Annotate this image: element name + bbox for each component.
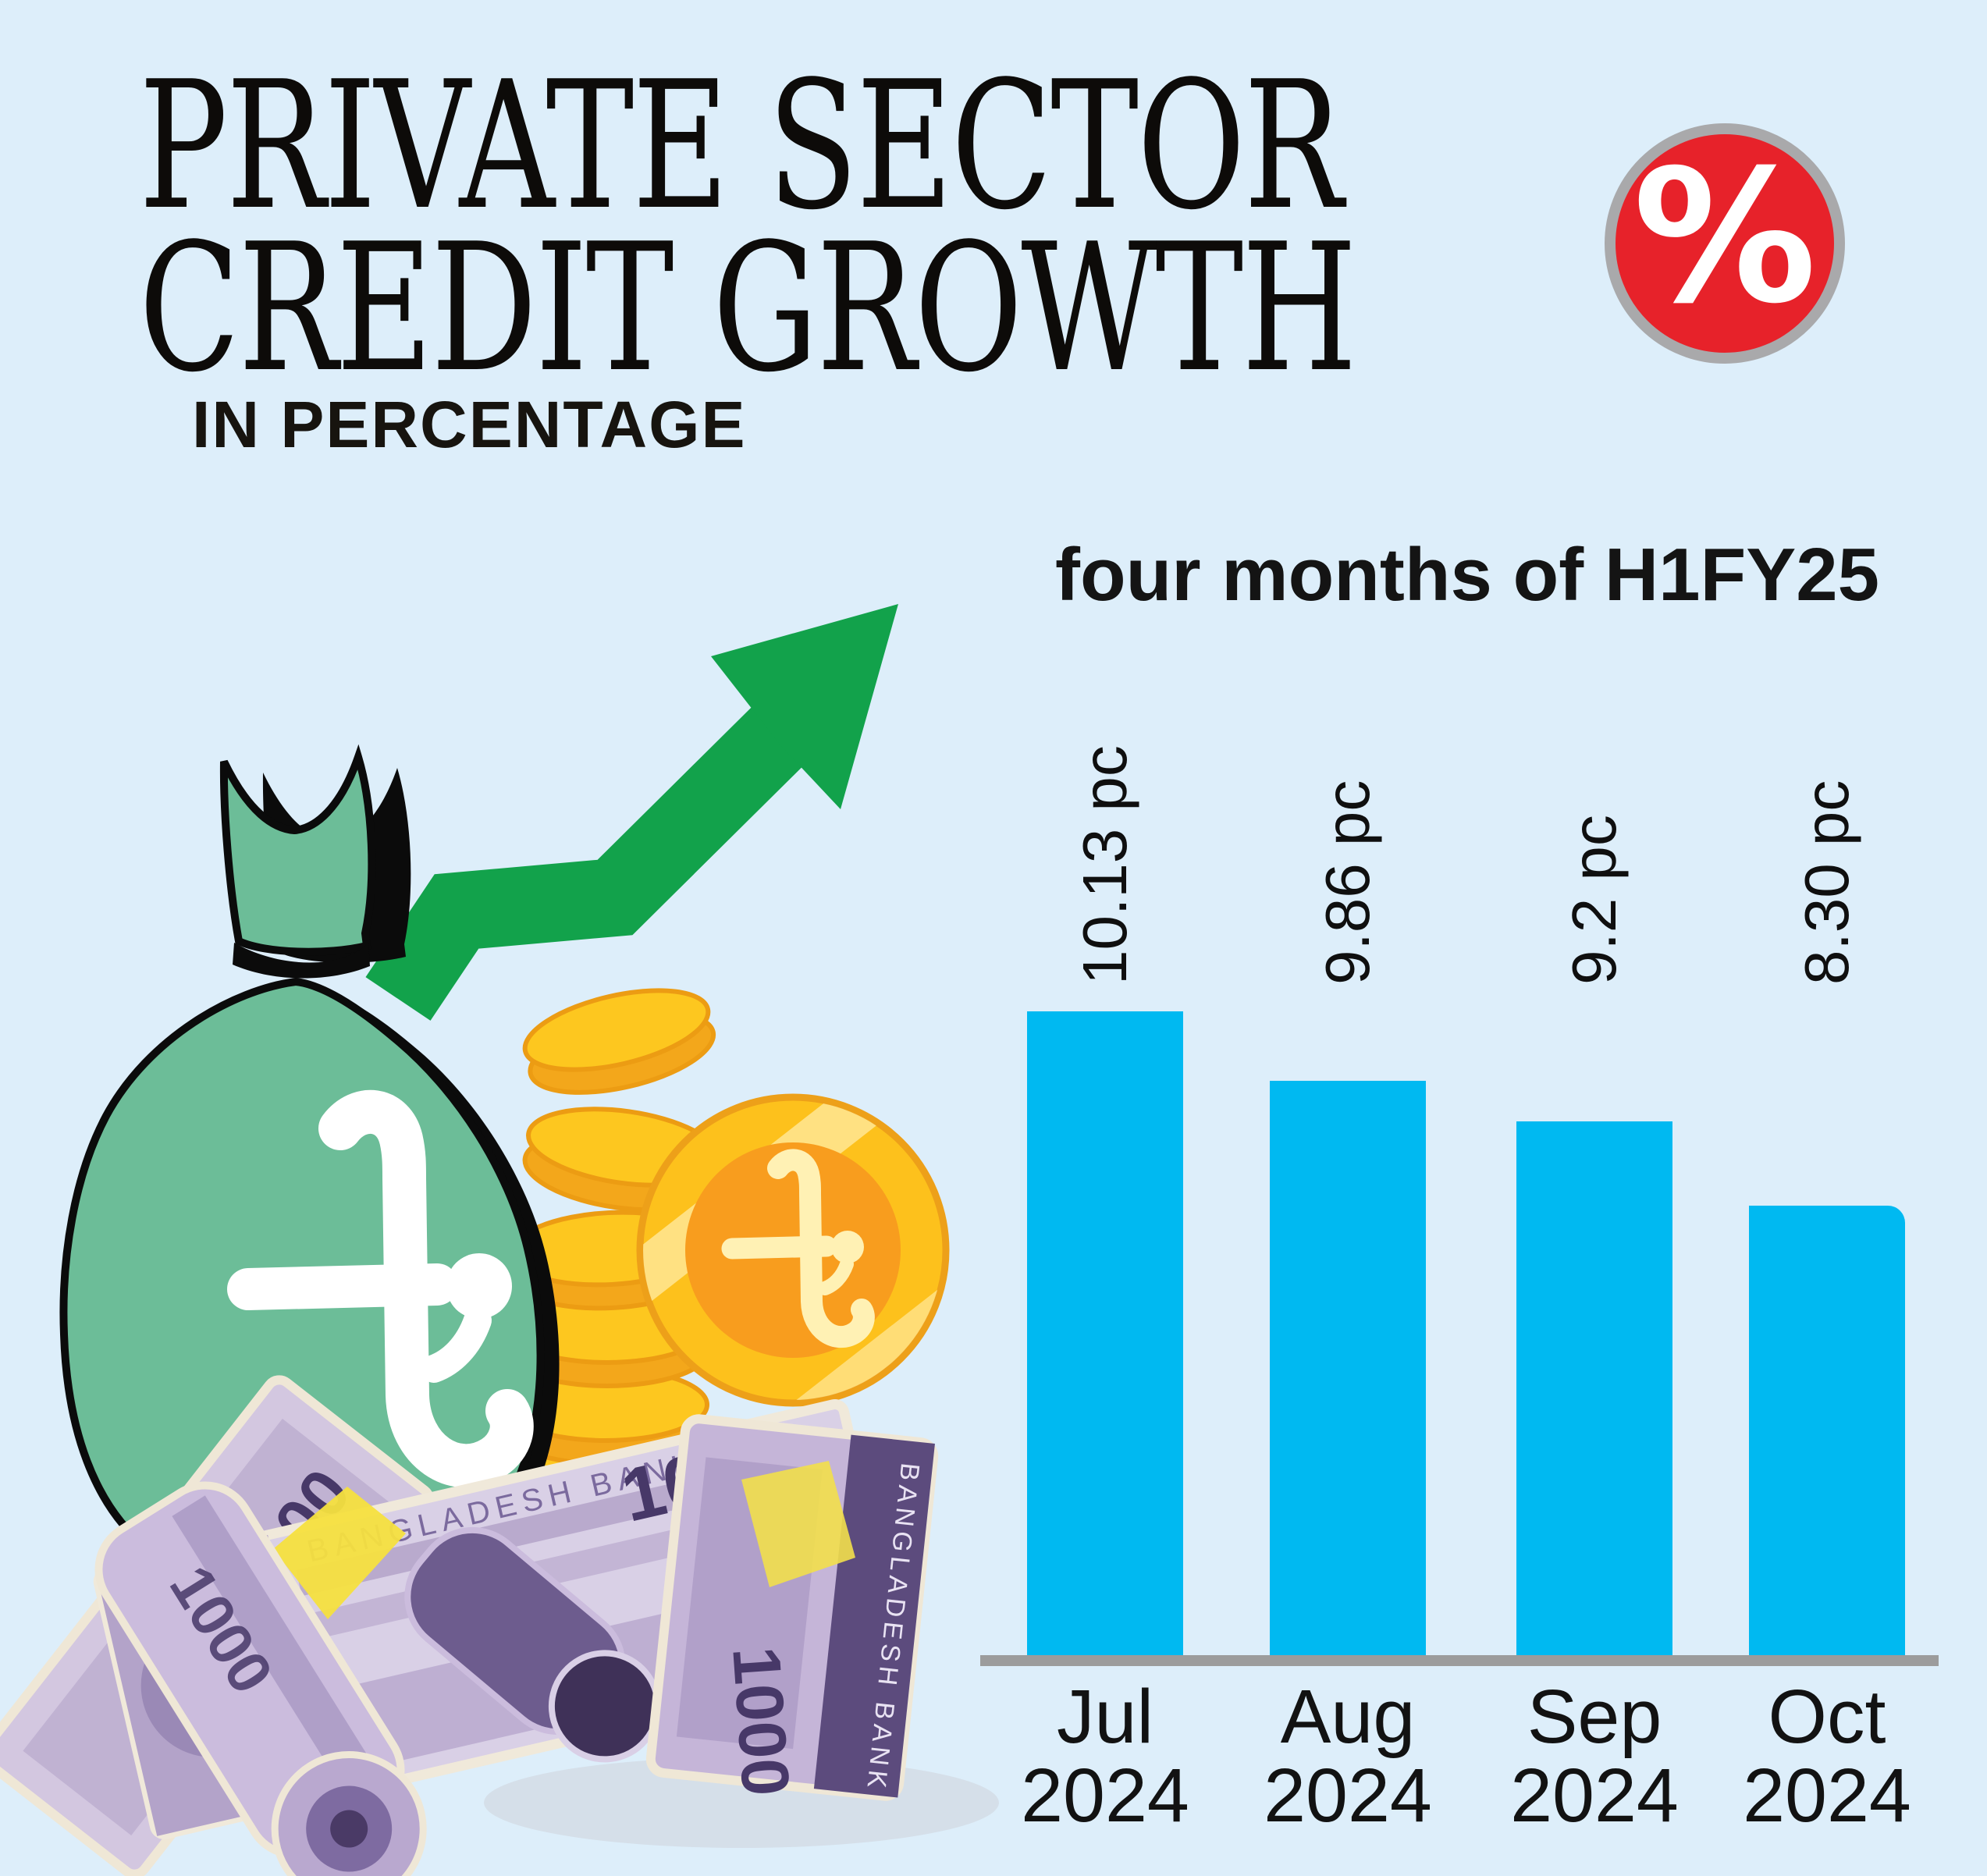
- bag-tie: [233, 943, 370, 979]
- chart-baseline: [980, 1655, 1939, 1666]
- bar-sep-2024: [1516, 1121, 1672, 1655]
- banknote-roll-small: [404, 1526, 661, 1763]
- note-yellow-edge: [741, 1461, 855, 1587]
- x-axis-label-aug-2024: Aug 2024: [1264, 1674, 1432, 1838]
- page-title: PRIVATE SECTOR CREDIT GROWTH: [139, 44, 1357, 411]
- banknote-front-roll: 1000: [94, 1481, 427, 1876]
- up-arrow-icon: [365, 604, 898, 1021]
- bar-oct-2024: [1749, 1206, 1905, 1655]
- bar-value-label-oct-2024: 8.30 pc: [1792, 780, 1861, 985]
- chart-title: four months of H1FY25: [1054, 533, 1880, 616]
- page-subtitle: IN PERCENTAGE: [192, 388, 747, 461]
- banknotes: 1000 BANGLADESH BANK 1000 1000: [0, 1375, 939, 1876]
- note-yellow-edge: [273, 1487, 406, 1619]
- gold-coin: [636, 1093, 950, 1407]
- title-line-1: PRIVATE SECTOR: [139, 44, 1343, 249]
- bar-value-label-sep-2024: 9.2 pc: [1559, 815, 1629, 985]
- bar-jul-2024: [1027, 1011, 1183, 1655]
- title-line-2: CREDIT GROWTH: [139, 205, 1357, 411]
- bar-value-label-aug-2024: 9.86 pc: [1313, 780, 1382, 985]
- percent-icon: %: [1633, 130, 1817, 344]
- x-axis-label-jul-2024: Jul 2024: [1021, 1674, 1189, 1838]
- x-axis-label-oct-2024: Oct 2024: [1743, 1674, 1911, 1838]
- money-bag: [59, 744, 560, 1609]
- note-denomination: 1000: [718, 1644, 803, 1799]
- bar-value-label-jul-2024: 10.13 pc: [1070, 745, 1139, 985]
- x-axis-label-sep-2024: Sep 2024: [1510, 1674, 1679, 1838]
- bar-aug-2024: [1270, 1081, 1426, 1655]
